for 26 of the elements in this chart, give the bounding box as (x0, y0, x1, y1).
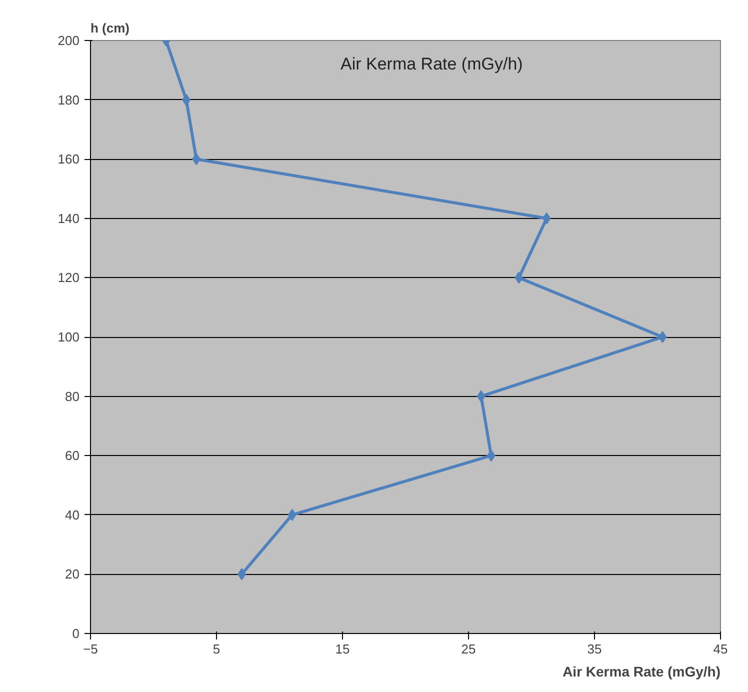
x-tick-label: 15 (335, 642, 350, 656)
x-axis-title: Air Kerma Rate (mGy/h) (562, 664, 721, 680)
y-tick-label: 80 (65, 388, 80, 404)
x-tick-label: 25 (461, 642, 476, 656)
y-tick-label: 60 (65, 448, 80, 464)
y-tick-label: 120 (58, 270, 80, 286)
y-axis-title: h (cm) (90, 20, 130, 36)
y-tick-label: 140 (58, 210, 80, 226)
point (476, 390, 486, 402)
point (192, 153, 201, 166)
y-tick-label: 0 (72, 626, 80, 641)
x-tick-label: 45 (713, 642, 728, 656)
y-tick-label: 20 (65, 566, 80, 582)
point (514, 272, 524, 284)
x-tick-label: 35 (587, 642, 602, 656)
point (288, 508, 296, 521)
point (658, 331, 667, 343)
point (542, 212, 551, 224)
x-tick-label: 5 (212, 642, 220, 656)
y-tick-label: 100 (58, 330, 80, 344)
x-tick-label: −5 (83, 642, 98, 656)
y-tick-label: 200 (58, 33, 80, 48)
y-tick-label: 40 (65, 507, 80, 522)
y-tick-label: 180 (58, 92, 80, 108)
text: Air Kerma Rate (mGy/h) (340, 54, 523, 74)
y-tick-label: 160 (58, 152, 80, 167)
